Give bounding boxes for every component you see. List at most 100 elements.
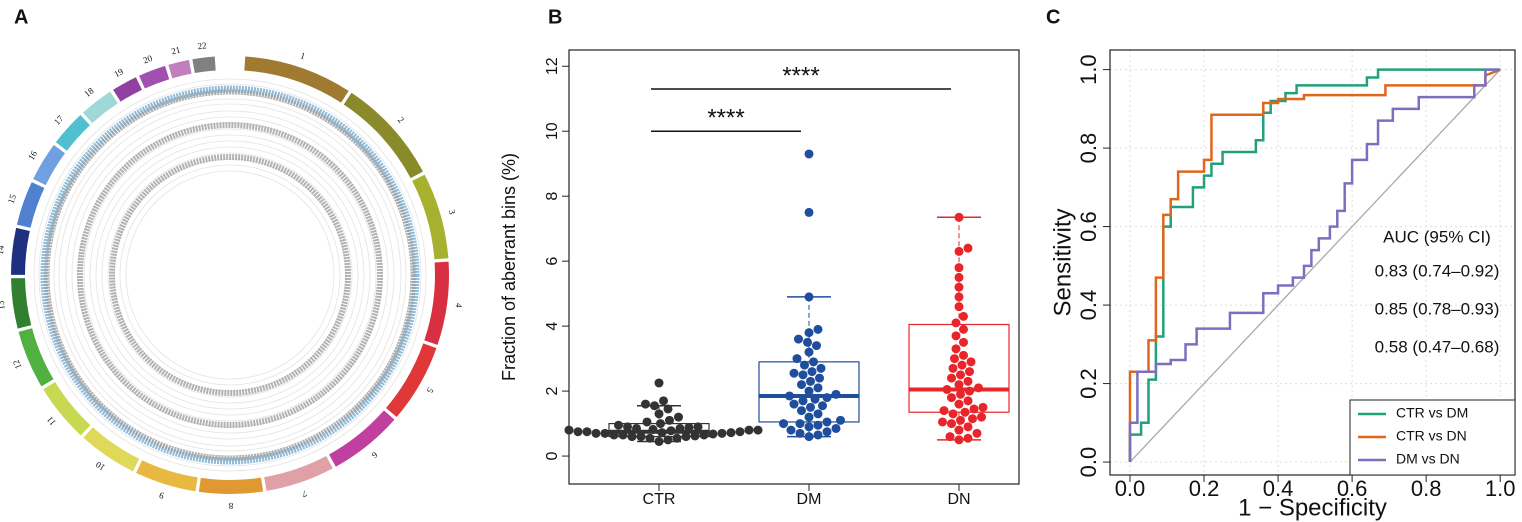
chromosome [264,456,333,491]
data-point [623,422,632,432]
data-point [798,370,808,380]
chromosome [16,182,45,228]
data-point [800,360,809,370]
data-point [947,373,956,383]
data-point [806,376,815,386]
data-point [564,425,574,435]
auc-label: 0.83 (0.74–0.92) [1375,261,1500,280]
data-point [674,412,683,422]
data-point [591,428,601,438]
data-point [972,428,982,438]
chromosome-label: 16 [26,148,39,161]
track-ring [119,164,341,386]
data-point [797,406,806,416]
chromosome [11,227,30,275]
x-tick-label: 0.4 [1263,476,1294,501]
y-tick-label: 10 [544,122,561,140]
data-point [795,419,805,429]
chromosome [43,382,91,436]
data-point [954,380,964,390]
data-point [959,350,968,360]
plot-frame [568,49,1020,485]
chromosome [343,92,424,179]
data-point [951,344,961,354]
data-point [642,417,652,427]
data-point [957,360,967,370]
auc-label: 0.58 (0.47–0.68) [1375,337,1500,356]
data-point [665,415,674,425]
data-point [659,396,668,406]
data-point [735,427,745,437]
data-point [959,311,968,321]
data-point [654,409,664,419]
data-point [813,324,823,334]
data-point [693,422,703,432]
data-point [717,428,727,438]
chromosome-label: 9 [157,490,165,501]
x-tick-label: 1.0 [1485,476,1516,501]
data-point [813,430,823,440]
track-ring [95,140,365,410]
data-point [963,243,973,253]
chromosome-label: 10 [93,459,106,473]
data-point [813,383,823,393]
panel-label: A [14,6,28,28]
data-point [978,402,988,412]
y-tick-label: 2 [544,387,561,396]
track-ring [53,98,407,452]
chromosome [139,65,170,89]
y-tick-label: 0.4 [1076,290,1101,321]
track-ring [107,152,353,398]
chromosome [424,261,449,345]
data-point [795,428,805,438]
data-point [963,396,973,406]
chromosome-label: 21 [170,45,181,57]
data-point [963,376,973,386]
data-point [726,428,736,438]
data-point [813,420,823,430]
track-ring [33,78,427,472]
data-point [804,386,814,396]
data-point [627,432,637,442]
track-band [44,89,416,461]
data-point [636,432,646,442]
roc-curve [1128,68,1501,463]
data-point [804,422,814,432]
chromosome [386,343,437,418]
legend-label: CTR vs DN [1396,428,1467,444]
chromosome-label: 22 [197,40,207,51]
significance-label: **** [707,105,744,132]
data-point [809,357,818,367]
data-point [582,427,592,437]
y-tick-label: 0 [544,452,561,461]
data-point [753,425,763,435]
data-point [836,415,845,425]
data-point [822,417,832,427]
data-point [803,337,812,347]
data-point [804,207,814,217]
chromosome [412,174,449,260]
data-point [954,435,964,445]
data-point [947,393,956,403]
data-point [965,367,974,377]
data-point [815,373,824,383]
data-point [968,414,977,424]
chromosome-label: 15 [6,193,19,205]
x-axis-label: 1 − Specificity [1238,494,1387,521]
data-point [797,380,806,390]
y-tick-label: 0.2 [1076,368,1101,399]
reference-line [1129,69,1501,463]
chromosome-label: 13 [0,300,7,311]
chromosome [18,328,54,387]
chromosome-label: 19 [112,66,125,79]
data-point [812,341,821,351]
data-point [951,331,961,341]
data-point [645,433,655,443]
chromosome-label: 7 [300,488,308,499]
y-tick-label: 6 [544,257,561,266]
data-point [831,423,841,433]
data-point [951,318,961,328]
chromosome-label: 5 [424,386,435,395]
chromosome [192,56,216,74]
data-point [804,347,814,357]
